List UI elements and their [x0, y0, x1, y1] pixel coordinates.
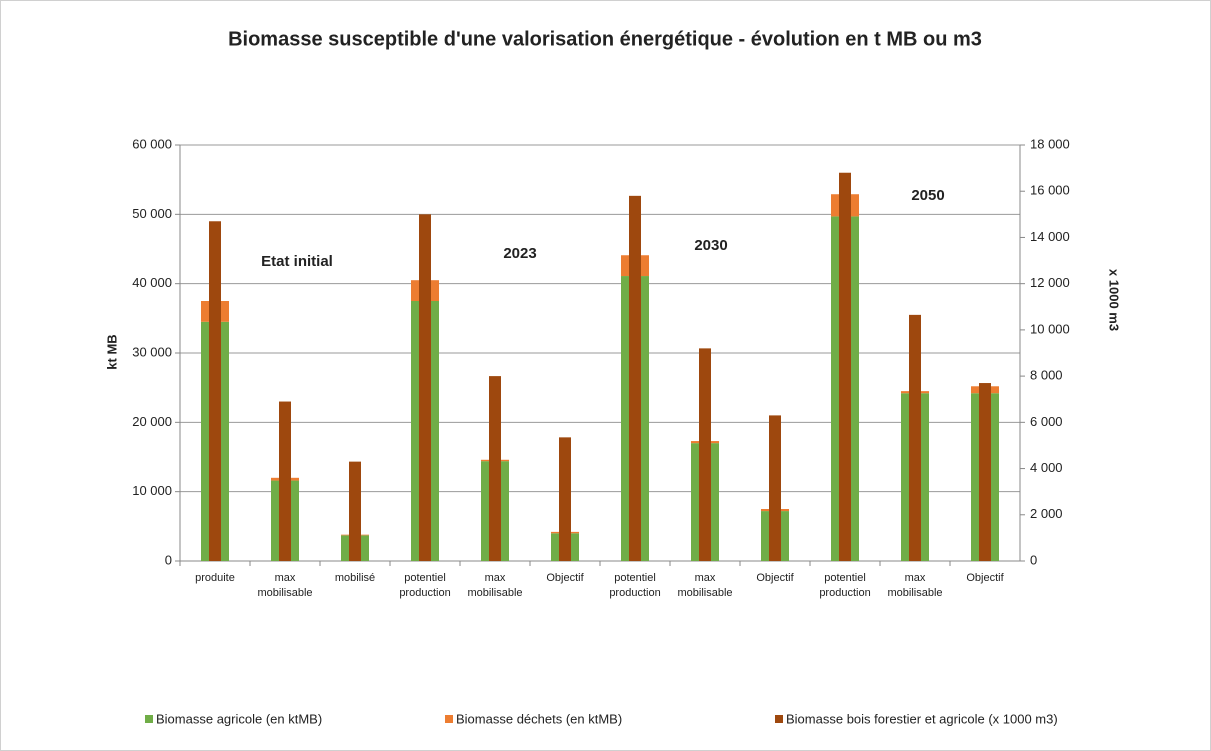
y2-tick-label: 8 000	[1030, 368, 1063, 383]
y-tick-label: 30 000	[132, 344, 172, 359]
legend-label: Biomasse agricole (en ktMB)	[156, 711, 322, 726]
bar	[629, 195, 641, 561]
legend-label: Biomasse déchets (en ktMB)	[456, 711, 622, 726]
bar	[839, 172, 851, 561]
y-tick-label: 50 000	[132, 206, 172, 221]
annotation: 2023	[503, 245, 536, 262]
x-tick-label: potentiel production	[609, 572, 661, 599]
y2-tick-label: 6 000	[1030, 414, 1063, 429]
x-tick-label: max mobilisable	[257, 572, 313, 599]
y2-tick-label: 2 000	[1030, 506, 1063, 521]
bar	[419, 214, 431, 562]
y-tick-label: 60 000	[132, 136, 172, 151]
legend-swatch	[445, 715, 453, 723]
bar	[209, 221, 221, 561]
x-tick-label: potentiel production	[399, 572, 451, 599]
bar	[699, 348, 711, 561]
legend-label: Biomasse bois forestier et agricole (x 1…	[786, 711, 1058, 726]
annotation: 2030	[694, 237, 727, 254]
bar	[909, 314, 921, 561]
bar	[769, 415, 781, 561]
y-axis-label: kt MB	[104, 334, 119, 369]
bar	[349, 461, 361, 561]
x-tick-label: max mobilisable	[887, 572, 943, 599]
legend-swatch	[775, 715, 783, 723]
x-tick-label: produite	[195, 572, 235, 584]
annotation: 2050	[911, 187, 944, 204]
x-tick-label: mobilisé	[334, 572, 376, 584]
y2-tick-label: 12 000	[1030, 275, 1070, 290]
x-tick-label: Objectif	[546, 572, 584, 584]
y2-tick-label: 0	[1030, 552, 1037, 567]
annotation: Etat initial	[261, 253, 333, 270]
y-tick-label: 40 000	[132, 275, 172, 290]
bar	[489, 376, 501, 561]
x-tick-label: Objectif	[756, 572, 794, 584]
x-tick-label: max mobilisable	[467, 572, 523, 599]
chart-title: Biomasse susceptible d'une valorisation …	[228, 28, 982, 50]
y2-tick-label: 4 000	[1030, 460, 1063, 475]
y2-tick-label: 16 000	[1030, 183, 1070, 198]
x-tick-label: potentiel production	[819, 572, 871, 599]
y-tick-label: 10 000	[132, 483, 172, 498]
y2-tick-label: 10 000	[1030, 321, 1070, 336]
y2-tick-label: 18 000	[1030, 136, 1070, 151]
x-tick-label: Objectif	[966, 572, 1004, 584]
y2-axis-label: x 1000 m3	[1107, 269, 1122, 331]
x-tick-label: max mobilisable	[677, 572, 733, 599]
y2-tick-label: 14 000	[1030, 229, 1070, 244]
legend-swatch	[145, 715, 153, 723]
y-tick-label: 0	[165, 552, 172, 567]
bar	[979, 383, 991, 561]
bar	[279, 401, 291, 561]
bar	[559, 437, 571, 561]
y-tick-label: 20 000	[132, 414, 172, 429]
